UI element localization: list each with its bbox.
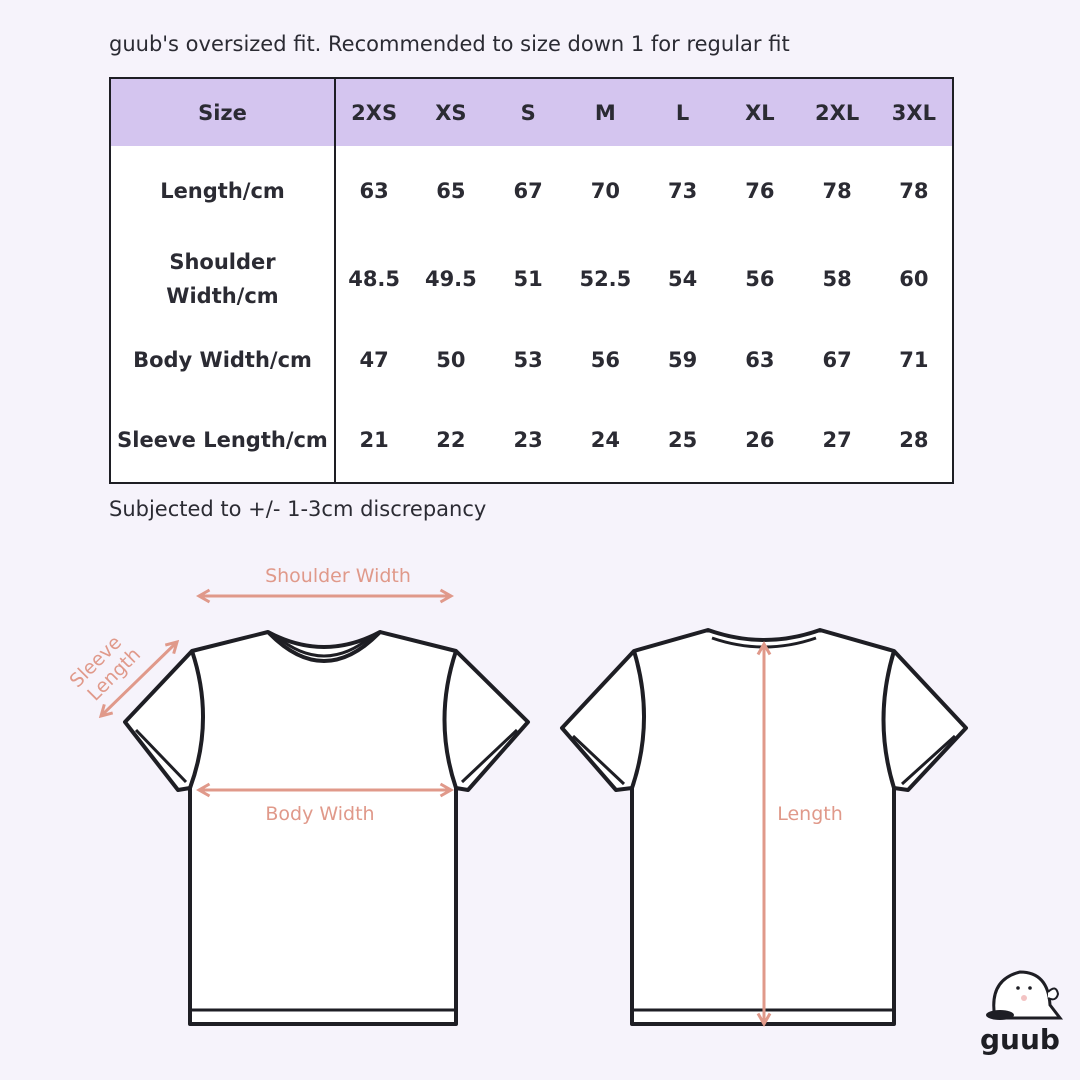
table-cell: 22 xyxy=(436,428,466,452)
size-col: M xyxy=(594,100,616,125)
sleeve-length-arrow xyxy=(98,639,180,719)
table-cell: 71 xyxy=(899,348,929,372)
row-label: Body Width/cm xyxy=(110,322,336,398)
table-header-row: Size 2XS XS S M L XL 2XL 3XL xyxy=(110,78,953,146)
fit-note: guub's oversized fit. Recommended to siz… xyxy=(109,32,790,56)
size-col: L xyxy=(675,100,690,125)
table-cell: 26 xyxy=(745,428,775,452)
size-col: 2XL xyxy=(815,100,860,125)
table-cell: 63 xyxy=(745,348,775,372)
table-row: Sleeve Length/cm 21 22 23 24 25 26 27 28 xyxy=(110,398,953,483)
table-cell: 59 xyxy=(668,348,698,372)
table-cell: 54 xyxy=(668,267,698,291)
table-cell: 76 xyxy=(745,179,775,203)
table-cell: 67 xyxy=(513,179,543,203)
table-cell: 56 xyxy=(590,348,620,372)
table-cell: 49.5 xyxy=(424,267,477,291)
size-header: Size xyxy=(110,78,336,146)
table-cell: 51 xyxy=(513,267,543,291)
front-tshirt xyxy=(123,630,530,1026)
table-cell: 73 xyxy=(668,179,698,203)
table-cell: 70 xyxy=(590,179,620,203)
svg-text:guub: guub xyxy=(980,1023,1060,1056)
table-cell: 58 xyxy=(822,267,852,291)
table-cell: 56 xyxy=(745,267,775,291)
row-label: Sleeve Length/cm xyxy=(110,398,336,483)
table-cell: 65 xyxy=(436,179,466,203)
table-cell: 60 xyxy=(899,267,929,291)
table-cell: 63 xyxy=(359,179,389,203)
size-chart-table: Size 2XS XS S M L XL 2XL 3XL Length/cm 63… xyxy=(109,77,954,484)
table-cell: 21 xyxy=(359,428,389,452)
table-cell: 28 xyxy=(899,428,929,452)
table-cell: 25 xyxy=(668,428,698,452)
table-cell: 48.5 xyxy=(348,267,401,291)
table-cell: 27 xyxy=(822,428,852,452)
table-row: Length/cm 63 65 67 70 73 76 78 78 xyxy=(110,146,953,236)
table-cell: 67 xyxy=(822,348,852,372)
table-row: Shoulder Width/cm 48.5 49.5 51 52.5 54 56 58 60 xyxy=(110,236,953,322)
table-row: Body Width/cm 47 50 53 56 59 63 67 71 xyxy=(110,322,953,398)
size-col: XS xyxy=(435,100,467,125)
size-col: XL xyxy=(745,100,775,125)
size-col: 2XS xyxy=(351,100,398,125)
length-label: Length xyxy=(777,803,843,825)
size-col: S xyxy=(520,100,536,125)
table-cell: 53 xyxy=(513,348,543,372)
table-cell: 50 xyxy=(436,348,466,372)
table-cell: 47 xyxy=(359,348,389,372)
body-width-label: Body Width xyxy=(265,803,374,825)
table-cell: 78 xyxy=(822,179,852,203)
guub-logo: guub xyxy=(980,970,1064,1056)
row-label: Length/cm xyxy=(110,146,336,236)
table-cell: 78 xyxy=(899,179,929,203)
table-cell: 23 xyxy=(513,428,543,452)
size-col: 3XL xyxy=(891,100,936,125)
discrepancy-note: Subjected to +/- 1-3cm discrepancy xyxy=(109,497,487,521)
table-cell: 24 xyxy=(590,428,620,452)
table-cell: 52.5 xyxy=(579,267,632,291)
shoulder-width-label: Shoulder Width xyxy=(265,565,411,587)
row-label: Shoulder Width/cm xyxy=(110,236,336,322)
